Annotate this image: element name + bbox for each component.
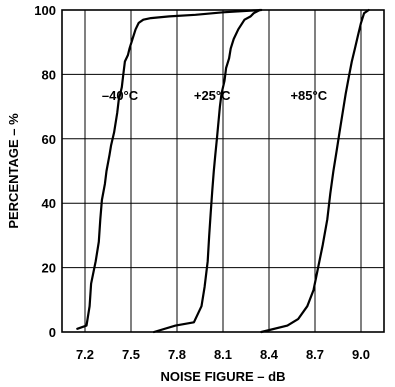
y-axis-title: PERCENTAGE – % xyxy=(6,113,21,229)
x-tick-label-4: 8.4 xyxy=(260,347,279,362)
x-tick-label-6: 9.0 xyxy=(352,347,370,362)
y-tick-label-4: 80 xyxy=(42,67,56,82)
y-tick-label-0: 0 xyxy=(49,325,56,340)
curve-label-1: +25°C xyxy=(194,88,231,103)
series-line-0 xyxy=(76,8,263,330)
series-line-1 xyxy=(152,8,261,334)
plot-frame xyxy=(61,9,385,333)
y-tick-label-1: 20 xyxy=(42,261,56,276)
x-tick-labels: 7.2 7.5 7.8 8.1 8.4 8.7 9.0 xyxy=(76,347,370,362)
y-tick-label-3: 60 xyxy=(42,132,56,147)
cdf-curves xyxy=(76,8,370,334)
x-tick-label-0: 7.2 xyxy=(76,347,94,362)
series-line-2 xyxy=(260,8,370,334)
y-tick-label-5: 100 xyxy=(34,3,56,18)
x-tick-label-3: 8.1 xyxy=(214,347,232,362)
curve-label-0: –40°C xyxy=(102,88,139,103)
curve-annotations: –40°C +25°C +85°C xyxy=(102,88,328,103)
x-tick-label-1: 7.5 xyxy=(122,347,140,362)
y-tick-labels: 0 20 40 60 80 100 xyxy=(34,3,56,340)
x-tick-label-2: 7.8 xyxy=(168,347,186,362)
x-axis-title: NOISE FIGURE – dB xyxy=(161,369,286,384)
curve-label-2: +85°C xyxy=(290,88,327,103)
x-tick-label-5: 8.7 xyxy=(306,347,324,362)
y-tick-label-2: 40 xyxy=(42,196,56,211)
grid-lines xyxy=(62,9,384,333)
